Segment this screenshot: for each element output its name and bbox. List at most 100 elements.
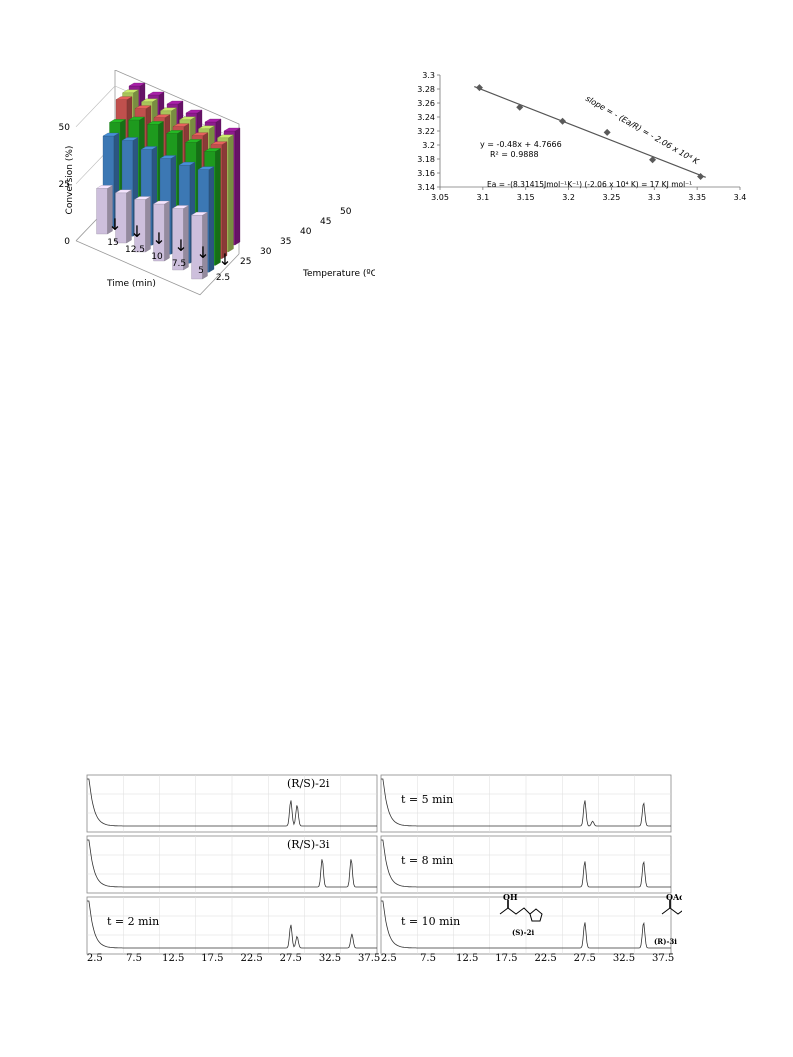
bar-top xyxy=(152,200,171,205)
data-point xyxy=(649,156,657,164)
arrhenius-scatter-chart: 3.05 3.1 3.15 3.2 3.25 3.3 3.35 3.4 3.143.163.1… xyxy=(417,71,746,202)
panel-label: (R/S)-2i xyxy=(287,777,330,790)
z-tick-label: 0 xyxy=(64,237,70,247)
z-tick-label: 25 xyxy=(59,180,70,190)
time-arrow: ↓ xyxy=(130,222,143,241)
bar-side xyxy=(234,127,241,246)
bar-side xyxy=(228,134,234,253)
x-tick-label: 37.5 xyxy=(652,953,674,964)
temperature-tick-label: 30 xyxy=(260,247,272,257)
x-tick-label: 3.15 xyxy=(517,193,535,202)
hydroxyl-label: OH xyxy=(503,892,518,902)
bar-top xyxy=(190,212,209,216)
bar-side xyxy=(215,148,221,266)
chromatogram-panel: t = 10 min xyxy=(380,896,672,955)
structure-label-s2i: (S)-2i xyxy=(512,928,534,937)
y-tick-label: 3.2 xyxy=(422,141,435,150)
bar xyxy=(152,200,171,262)
bar-top xyxy=(153,114,171,118)
x-tick-label: 3.1 xyxy=(476,193,489,202)
r-squared-annotation: R² = 0.9888 xyxy=(490,150,539,159)
data-points xyxy=(475,84,705,180)
bar xyxy=(190,211,209,280)
y-tick-label: 3.18 xyxy=(417,155,435,164)
x-tick-label: 17.5 xyxy=(201,953,223,964)
x-tick-label: 37.5 xyxy=(358,953,380,964)
grid-line xyxy=(75,85,116,128)
x-tick-label: 17.5 xyxy=(495,953,517,964)
bar-side xyxy=(208,166,215,273)
bar-top xyxy=(114,189,133,193)
x-axis-label: Temperature (ºC) xyxy=(302,269,375,279)
x-tick-label: 3.3 xyxy=(648,193,661,202)
bar-top xyxy=(165,130,184,134)
y-tick-label: 3.14 xyxy=(417,183,435,192)
temperature-tick-label: 45 xyxy=(320,217,331,227)
x-tick-labels-left: 2.5 7.5 12.5 17.5 22.5 27.5 32.5 37.5 xyxy=(87,953,380,964)
ea-annotation: Ea = -(8.31415Jmol⁻¹K⁻¹) (-2.06 x 10⁴ K)… xyxy=(487,180,692,189)
x-tick-label: 2.5 xyxy=(87,953,103,964)
bar-top xyxy=(223,127,241,132)
acetate-label: OAc xyxy=(666,892,682,902)
bar-top xyxy=(210,141,228,145)
time-arrow: ↓ xyxy=(196,243,209,262)
x-tick-label: 12.5 xyxy=(162,953,184,964)
data-point xyxy=(603,128,611,136)
chromatogram-trace xyxy=(381,900,671,949)
bar-top xyxy=(203,148,222,152)
plot-axes xyxy=(437,74,741,190)
bar-top xyxy=(185,109,203,114)
chromatogram-panel: t = 5 min xyxy=(380,774,672,833)
bar xyxy=(171,205,190,271)
bar-top xyxy=(178,162,196,166)
y-tick-label: 3.28 xyxy=(417,85,435,94)
y-tick-label: 3.16 xyxy=(417,169,435,178)
z-axis-label: Conversion (%) xyxy=(65,146,75,215)
x-tick-label: 3.05 xyxy=(431,193,449,202)
bar-side xyxy=(145,196,151,253)
bar xyxy=(133,196,152,253)
bar-top xyxy=(197,125,216,129)
bar-top xyxy=(115,96,133,100)
bar-top xyxy=(159,155,177,159)
panel-label: t = 10 min xyxy=(401,915,460,928)
structure-r3i: OAc (R)-3i xyxy=(654,892,682,946)
x-tick-labels: 3.05 3.1 3.15 3.2 3.25 3.3 3.35 3.4 xyxy=(431,193,746,202)
data-point xyxy=(559,117,567,125)
temperature-tick-label: 35 xyxy=(280,237,291,247)
panel-label: t = 8 min xyxy=(401,854,453,867)
bar-top xyxy=(121,137,139,141)
bar-top xyxy=(147,91,165,96)
bar-top xyxy=(133,196,152,200)
chromatogram-panel: t = 2 min xyxy=(86,896,378,955)
bar-top xyxy=(184,139,203,143)
x-tick-label: 27.5 xyxy=(574,953,596,964)
slope-annotation: slope = - (Ea/R) = - 2.06 x 10⁴ K xyxy=(584,94,701,167)
time-tick-label: 12.5 xyxy=(125,245,145,255)
bar-front xyxy=(96,188,108,235)
x-tick-label: 12.5 xyxy=(456,953,478,964)
bar-top xyxy=(171,205,190,209)
bar-top xyxy=(127,116,146,121)
bar-group xyxy=(95,82,241,280)
panel-label: (R/S)-3i xyxy=(287,838,330,851)
panel-label: t = 2 min xyxy=(107,915,159,928)
equation-annotation: y = -0.48x + 4.7666 xyxy=(480,140,562,149)
bar xyxy=(95,185,114,235)
temperature-axis: 25 30 35 40 45 50 xyxy=(240,207,352,267)
x-tick-label: 7.5 xyxy=(420,953,436,964)
y-tick-label: 3.3 xyxy=(422,71,435,80)
time-tick-label: 5 xyxy=(198,266,204,276)
data-point xyxy=(475,84,483,92)
chromatogram-trace xyxy=(381,778,671,827)
bar-top xyxy=(172,123,190,127)
chromatogram-trace xyxy=(381,839,671,888)
x-tick-label: 22.5 xyxy=(534,953,556,964)
structure-s2i: OH (S)-2i xyxy=(499,892,543,937)
bar-top xyxy=(216,134,235,138)
y-tick-label: 3.24 xyxy=(417,113,435,122)
data-point xyxy=(516,103,524,111)
chromatogram-panel: (R/S)-2i xyxy=(86,774,378,833)
bar-top xyxy=(140,98,159,102)
bar-top xyxy=(178,116,197,120)
